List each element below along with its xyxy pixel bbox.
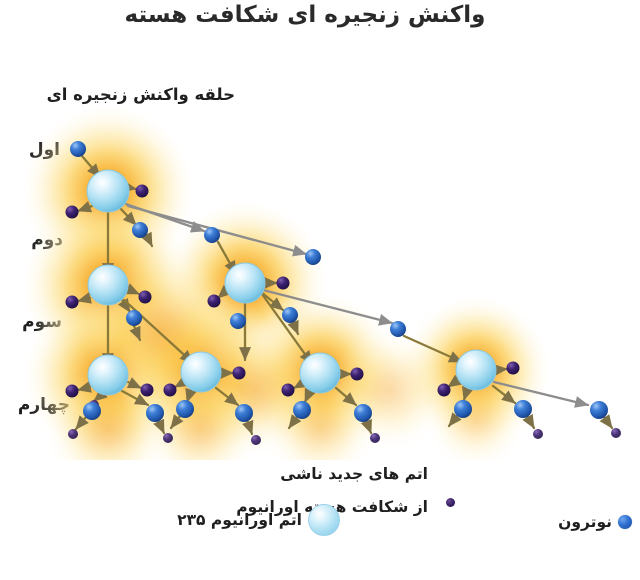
fragment-dot-icon [446,498,455,507]
chain-reaction-cycle-label: حلقه واکنش زنجیره ای [46,85,235,104]
neutron-dot-icon [618,515,632,529]
page-title: واکنش زنجیره ای شکافت هسته [124,2,486,28]
legend-item-uranium-label: اتم اورانیوم ۲۳۵ [177,511,302,529]
legend-item-neutron-label: نوترون [558,513,612,531]
legend-item-neutron: نوترون [558,513,632,531]
legend-item-fragment [440,498,455,507]
legend-item-uranium: اتم اورانیوم ۲۳۵ [177,504,340,536]
legend: اتم های جدید ناشی از شکافت هسته اورانیوم… [0,455,640,580]
uranium-atom-layer [86,169,497,396]
neutron-layer [70,141,608,422]
fission-fragment-layer [65,184,621,445]
legend-note-line-1: اتم های جدید ناشی [280,465,428,483]
fission-chain-diagram [0,60,640,460]
uranium-sphere-icon [308,504,340,536]
